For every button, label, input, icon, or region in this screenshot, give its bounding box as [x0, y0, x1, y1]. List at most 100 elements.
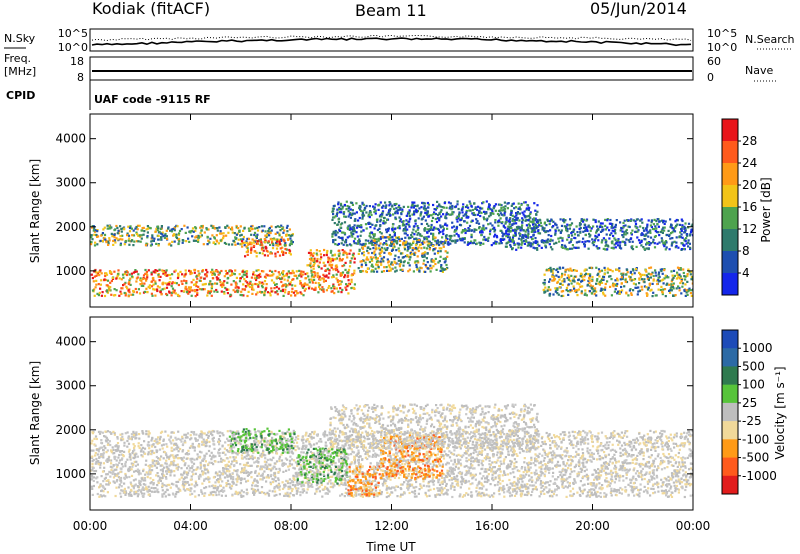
scatter-point: [287, 234, 291, 237]
scatter-point: [317, 291, 320, 294]
scatter-point: [178, 232, 181, 235]
scatter-point: [480, 451, 483, 454]
scatter-point: [596, 225, 599, 228]
scatter-point: [569, 289, 572, 292]
scatter-point: [654, 269, 657, 272]
scatter-point: [140, 448, 143, 451]
scatter-point: [269, 274, 272, 277]
scatter-point: [438, 219, 441, 222]
scatter-point: [291, 233, 294, 236]
scatter-point: [485, 211, 488, 214]
scatter-point: [199, 231, 202, 235]
scatter-point: [479, 214, 482, 218]
scatter-point: [671, 286, 675, 289]
scatter-point: [137, 240, 140, 243]
scatter-point: [581, 484, 584, 487]
scatter-point: [602, 278, 605, 281]
scatter-point: [554, 287, 557, 290]
scatter-point: [337, 203, 340, 206]
scatter-point: [245, 480, 248, 483]
scatter-point: [431, 472, 434, 475]
scatter-point: [158, 279, 161, 282]
scatter-point: [588, 275, 592, 278]
scatter-point: [528, 214, 531, 217]
scatter-point: [353, 272, 356, 275]
scatter-point: [433, 252, 436, 255]
scatter-point: [357, 224, 360, 227]
scatter-point: [640, 233, 643, 236]
scatter-point: [494, 209, 497, 212]
scatter-point: [149, 244, 153, 247]
scatter-point: [620, 226, 623, 230]
scatter-point: [199, 276, 202, 279]
scatter-point: [490, 212, 493, 215]
scatter-point: [280, 453, 283, 456]
scatter-point: [234, 456, 237, 459]
scatter-point: [271, 436, 274, 439]
scatter-point: [282, 270, 285, 273]
scatter-point: [636, 236, 639, 239]
scatter-point: [136, 224, 140, 227]
scatter-point: [517, 202, 520, 205]
scatter-point: [660, 279, 663, 282]
scatter-point: [157, 243, 160, 246]
scatter-point: [137, 273, 140, 276]
scatter-point: [397, 451, 400, 454]
scatter-point: [123, 450, 126, 453]
scatter-point: [422, 202, 425, 205]
scatter-point: [604, 269, 607, 272]
scatter-point: [565, 248, 568, 251]
scatter-point: [127, 289, 130, 292]
scatter-point: [627, 219, 630, 222]
scatter-point: [337, 201, 340, 204]
scatter-point: [589, 453, 592, 456]
scatter-point: [117, 476, 120, 479]
scatter-point: [232, 456, 235, 459]
scatter-point: [583, 269, 586, 272]
scatter-point: [578, 227, 581, 230]
scatter-point: [454, 205, 458, 208]
scatter-point: [556, 288, 559, 291]
scatter-point: [240, 242, 243, 245]
scatter-point: [485, 219, 488, 222]
scatter-point: [367, 258, 370, 261]
scatter-point: [432, 213, 435, 216]
scatter-point: [537, 445, 540, 449]
scatter-point: [421, 240, 424, 243]
scatter-point: [606, 248, 609, 251]
scatter-point: [678, 463, 681, 466]
scatter-point: [139, 240, 142, 243]
scatter-point: [536, 204, 539, 207]
scatter-point: [196, 288, 199, 292]
scatter-point: [461, 206, 465, 209]
scatter-point: [373, 233, 376, 236]
scatter-point: [256, 485, 259, 488]
scatter-point: [364, 242, 367, 245]
scatter-point: [604, 282, 607, 286]
scatter-point: [570, 234, 574, 237]
scatter-point: [319, 470, 322, 474]
scatter-point: [154, 271, 157, 274]
scatter-point: [566, 486, 569, 489]
scatter-point: [457, 471, 460, 475]
scatter-point: [351, 450, 354, 453]
scatter-point: [571, 279, 574, 282]
scatter-point: [623, 231, 626, 234]
scatter-point: [216, 474, 219, 477]
scatter-point: [541, 441, 544, 444]
scatter-point: [530, 458, 533, 462]
scatter-point: [507, 202, 510, 205]
scatter-point: [376, 259, 379, 263]
scatter-point: [646, 294, 649, 297]
scatter-point: [433, 211, 436, 214]
scatter-point: [517, 237, 521, 240]
scatter-point: [341, 264, 344, 268]
scatter-point: [300, 284, 303, 287]
scatter-point: [280, 280, 283, 284]
scatter-point: [406, 249, 409, 252]
scatter-point: [191, 289, 194, 292]
scatter-point: [142, 274, 146, 277]
scatter-point: [379, 218, 382, 221]
scatter-point: [296, 277, 299, 280]
scatter-point: [591, 453, 594, 456]
